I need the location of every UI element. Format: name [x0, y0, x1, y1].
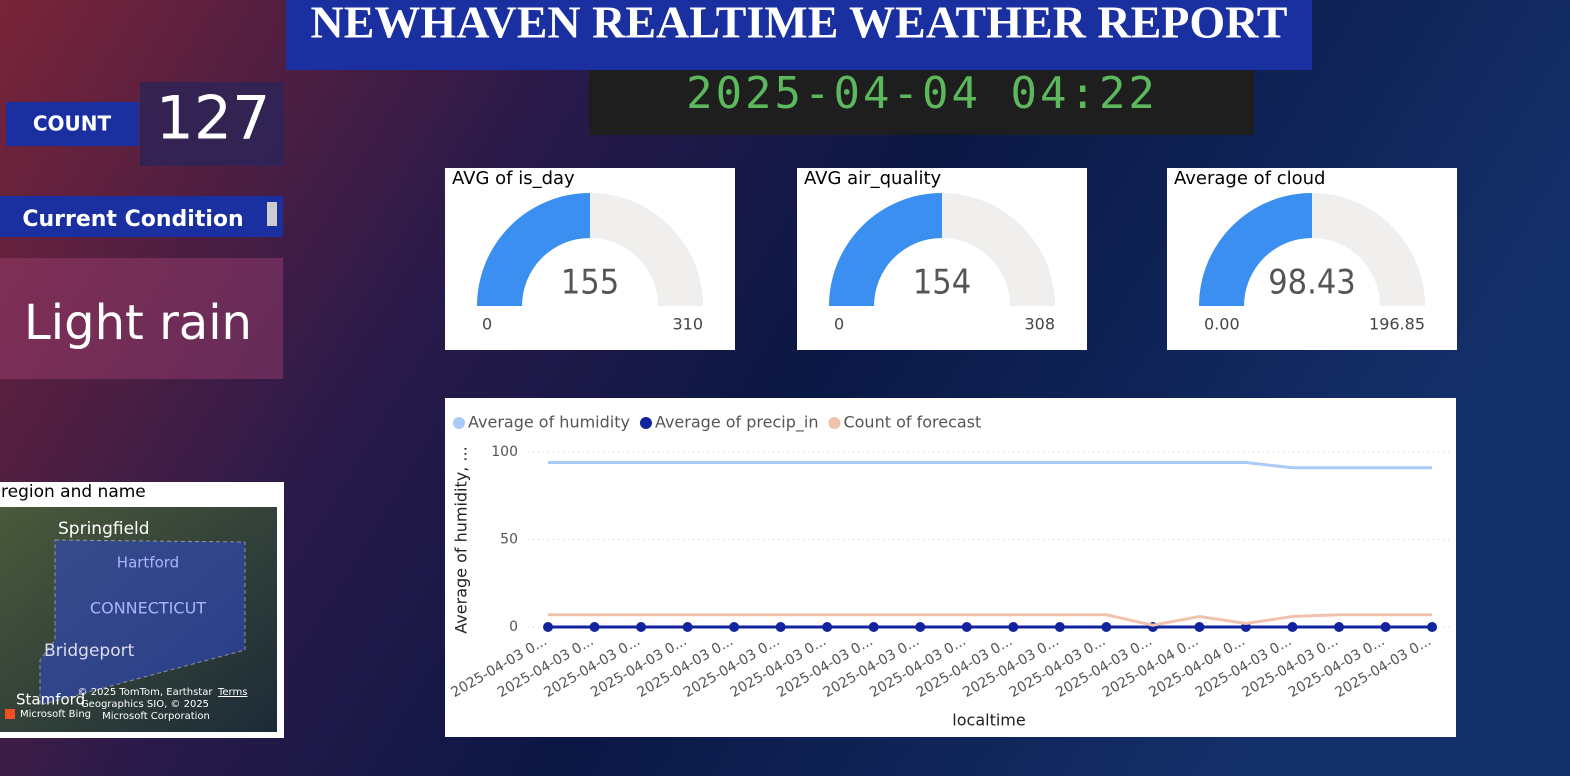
point — [868, 622, 879, 632]
y-axis-title: Average of humidity, ... — [452, 446, 471, 633]
series-line — [548, 613, 1433, 627]
series-line — [548, 461, 1433, 470]
chart-card — [445, 398, 1456, 737]
bing-logo — [5, 709, 15, 719]
count-box — [140, 82, 284, 166]
map-credit: Microsoft Corporation — [102, 711, 210, 722]
gauge-title: AVG air_quality — [804, 168, 942, 189]
title-banner — [286, 0, 1312, 70]
title: NEWHAVEN REALTIME WEATHER REPORT — [311, 0, 1288, 48]
condition-value: Light rain — [24, 295, 252, 351]
gauge-max: 196.85 — [1369, 315, 1425, 334]
gauge-min: 0 — [834, 315, 844, 334]
gauge-title: Average of cloud — [1174, 168, 1325, 189]
legend-label: Count of forecast — [843, 413, 981, 432]
gauge-min: 0.00 — [1204, 315, 1240, 334]
gauge-min: 0 — [482, 315, 492, 334]
map-place: Stamford — [16, 691, 85, 709]
map-place: Hartford — [117, 554, 179, 572]
point — [682, 622, 693, 632]
scrollbar — [267, 202, 277, 226]
count-label-box — [6, 102, 139, 146]
point — [961, 622, 972, 632]
point — [1287, 622, 1298, 632]
legend-label: Average of humidity — [468, 413, 630, 432]
map-place: Springfield — [58, 519, 150, 539]
gauge-fill — [829, 193, 942, 306]
map-title: region and name — [1, 482, 146, 502]
map-terms[interactable]: Terms — [217, 687, 247, 698]
point — [1427, 622, 1438, 632]
point — [1101, 622, 1112, 632]
point — [1380, 622, 1391, 632]
gauge-fill — [477, 193, 590, 306]
map-place: Bridgeport — [44, 641, 135, 661]
condition-box — [0, 258, 283, 379]
point — [636, 622, 647, 632]
gauge-max: 310 — [672, 315, 703, 334]
map-place: CONNECTICUT — [90, 599, 206, 618]
datetime-box — [589, 70, 1254, 135]
point — [1334, 622, 1345, 632]
count-label: COUNT — [33, 112, 112, 136]
point — [775, 622, 786, 632]
point — [1194, 622, 1205, 632]
point — [1008, 622, 1019, 632]
region — [39, 539, 246, 706]
legend-marker — [828, 417, 841, 429]
legend-label: Average of precip_in — [655, 413, 819, 433]
gauge-value: 98.43 — [1268, 263, 1356, 303]
gauge-fill — [1199, 193, 1313, 306]
legend-marker — [453, 417, 465, 429]
point — [915, 622, 926, 632]
gauge-value: 154 — [913, 263, 971, 303]
point — [729, 622, 740, 632]
count-value: 127 — [156, 84, 271, 154]
point — [543, 622, 553, 632]
datetime: 2025-04-04 04:22 — [686, 68, 1158, 119]
map-visual: region and name Springfield Hartford CON… — [0, 482, 284, 738]
map-credit: Geographics SIO, © 2025 — [81, 699, 209, 710]
gauge-max: 308 — [1024, 315, 1055, 334]
point — [589, 622, 600, 632]
map-credit: © 2025 TomTom, Earthstar — [78, 687, 214, 698]
condition-label: Current Condition — [22, 207, 243, 232]
gauge-title: AVG of is_day — [452, 168, 575, 189]
map-brand: Microsoft Bing — [20, 709, 91, 720]
y-tick-label: 0 — [509, 619, 518, 635]
y-tick-label: 50 — [500, 532, 518, 548]
legend-marker — [639, 417, 652, 429]
x-axis-title: localtime — [952, 711, 1025, 730]
point — [1054, 622, 1065, 632]
gauge-value: 155 — [561, 263, 619, 303]
condition-label-box — [0, 196, 283, 237]
y-tick-label: 100 — [491, 444, 518, 460]
point — [822, 622, 833, 632]
